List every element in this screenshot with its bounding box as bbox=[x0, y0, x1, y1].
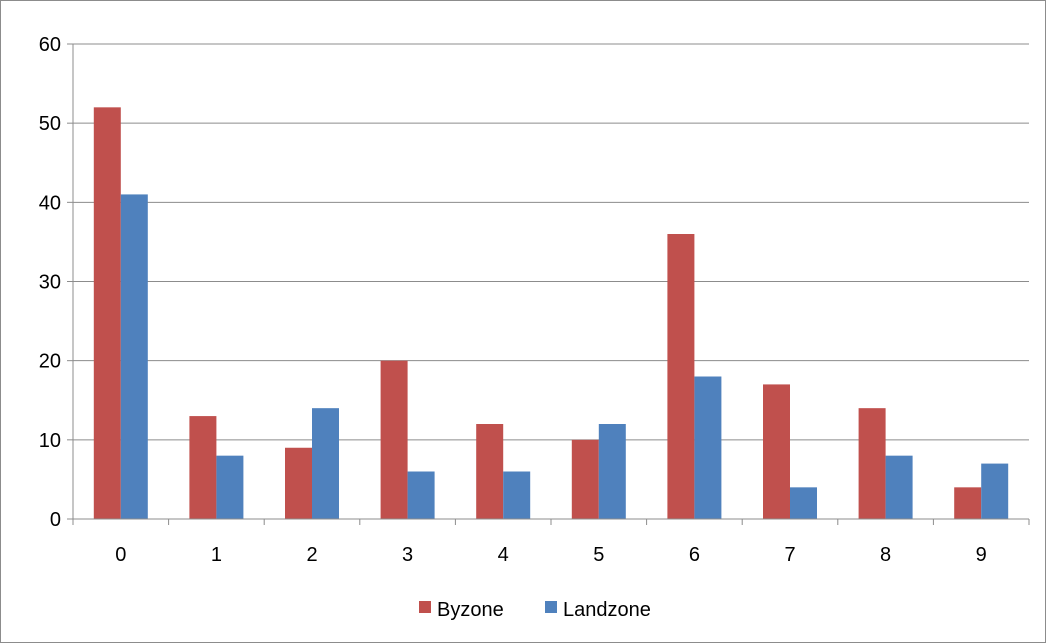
x-tick-label: 1 bbox=[211, 544, 222, 566]
x-tick-label: 3 bbox=[402, 544, 413, 566]
bar-byzone-4 bbox=[476, 424, 504, 519]
y-tick-label: 60 bbox=[39, 34, 61, 56]
x-tick-label: 4 bbox=[498, 544, 509, 566]
bar-landzone-7 bbox=[790, 487, 817, 519]
bar-byzone-7 bbox=[763, 384, 790, 519]
bar-landzone-6 bbox=[694, 376, 722, 519]
y-tick-label: 10 bbox=[39, 430, 61, 452]
x-tick-label: 6 bbox=[689, 544, 700, 566]
bars bbox=[93, 107, 1009, 519]
legend: Byzone Landzone bbox=[419, 599, 651, 621]
bar-byzone-9 bbox=[954, 487, 982, 519]
bar-byzone-8 bbox=[858, 408, 886, 519]
bar-byzone-5 bbox=[571, 439, 599, 519]
bar-byzone-0 bbox=[93, 107, 121, 519]
x-tick-label: 0 bbox=[115, 544, 126, 566]
bar-landzone-1 bbox=[216, 455, 244, 519]
y-tick-label: 40 bbox=[39, 192, 61, 214]
bar-landzone-3 bbox=[407, 471, 435, 519]
bar-landzone-8 bbox=[885, 455, 913, 519]
bar-byzone-1 bbox=[189, 416, 217, 519]
legend-swatch-byzone bbox=[419, 601, 431, 613]
legend-label-landzone: Landzone bbox=[563, 599, 651, 621]
bar-byzone-3 bbox=[380, 360, 408, 519]
bar-landzone-2 bbox=[312, 408, 339, 519]
axes bbox=[67, 43, 1030, 525]
x-tick-label: 7 bbox=[784, 544, 795, 566]
x-tick-label: 9 bbox=[976, 544, 987, 566]
legend-swatch-landzone bbox=[545, 601, 557, 613]
x-tick-label: 2 bbox=[306, 544, 317, 566]
y-tick-label: 30 bbox=[39, 272, 61, 294]
y-tick-label: 50 bbox=[39, 113, 61, 135]
legend-label-byzone: Byzone bbox=[437, 599, 504, 621]
bar-landzone-9 bbox=[981, 463, 1009, 519]
bar-landzone-4 bbox=[503, 471, 531, 519]
bar-landzone-5 bbox=[598, 424, 626, 519]
bar-byzone-6 bbox=[667, 234, 695, 519]
x-tick-label: 8 bbox=[880, 544, 891, 566]
gridlines bbox=[73, 43, 1029, 441]
bar-landzone-0 bbox=[120, 194, 148, 519]
tick-labels: 0 10 20 30 40 50 60 0 1 2 3 4 5 6 7 8 9 bbox=[39, 34, 987, 566]
y-tick-label: 20 bbox=[39, 351, 61, 373]
y-tick-label: 0 bbox=[50, 509, 61, 531]
x-tick-label: 5 bbox=[593, 544, 604, 566]
bar-byzone-2 bbox=[285, 447, 312, 519]
